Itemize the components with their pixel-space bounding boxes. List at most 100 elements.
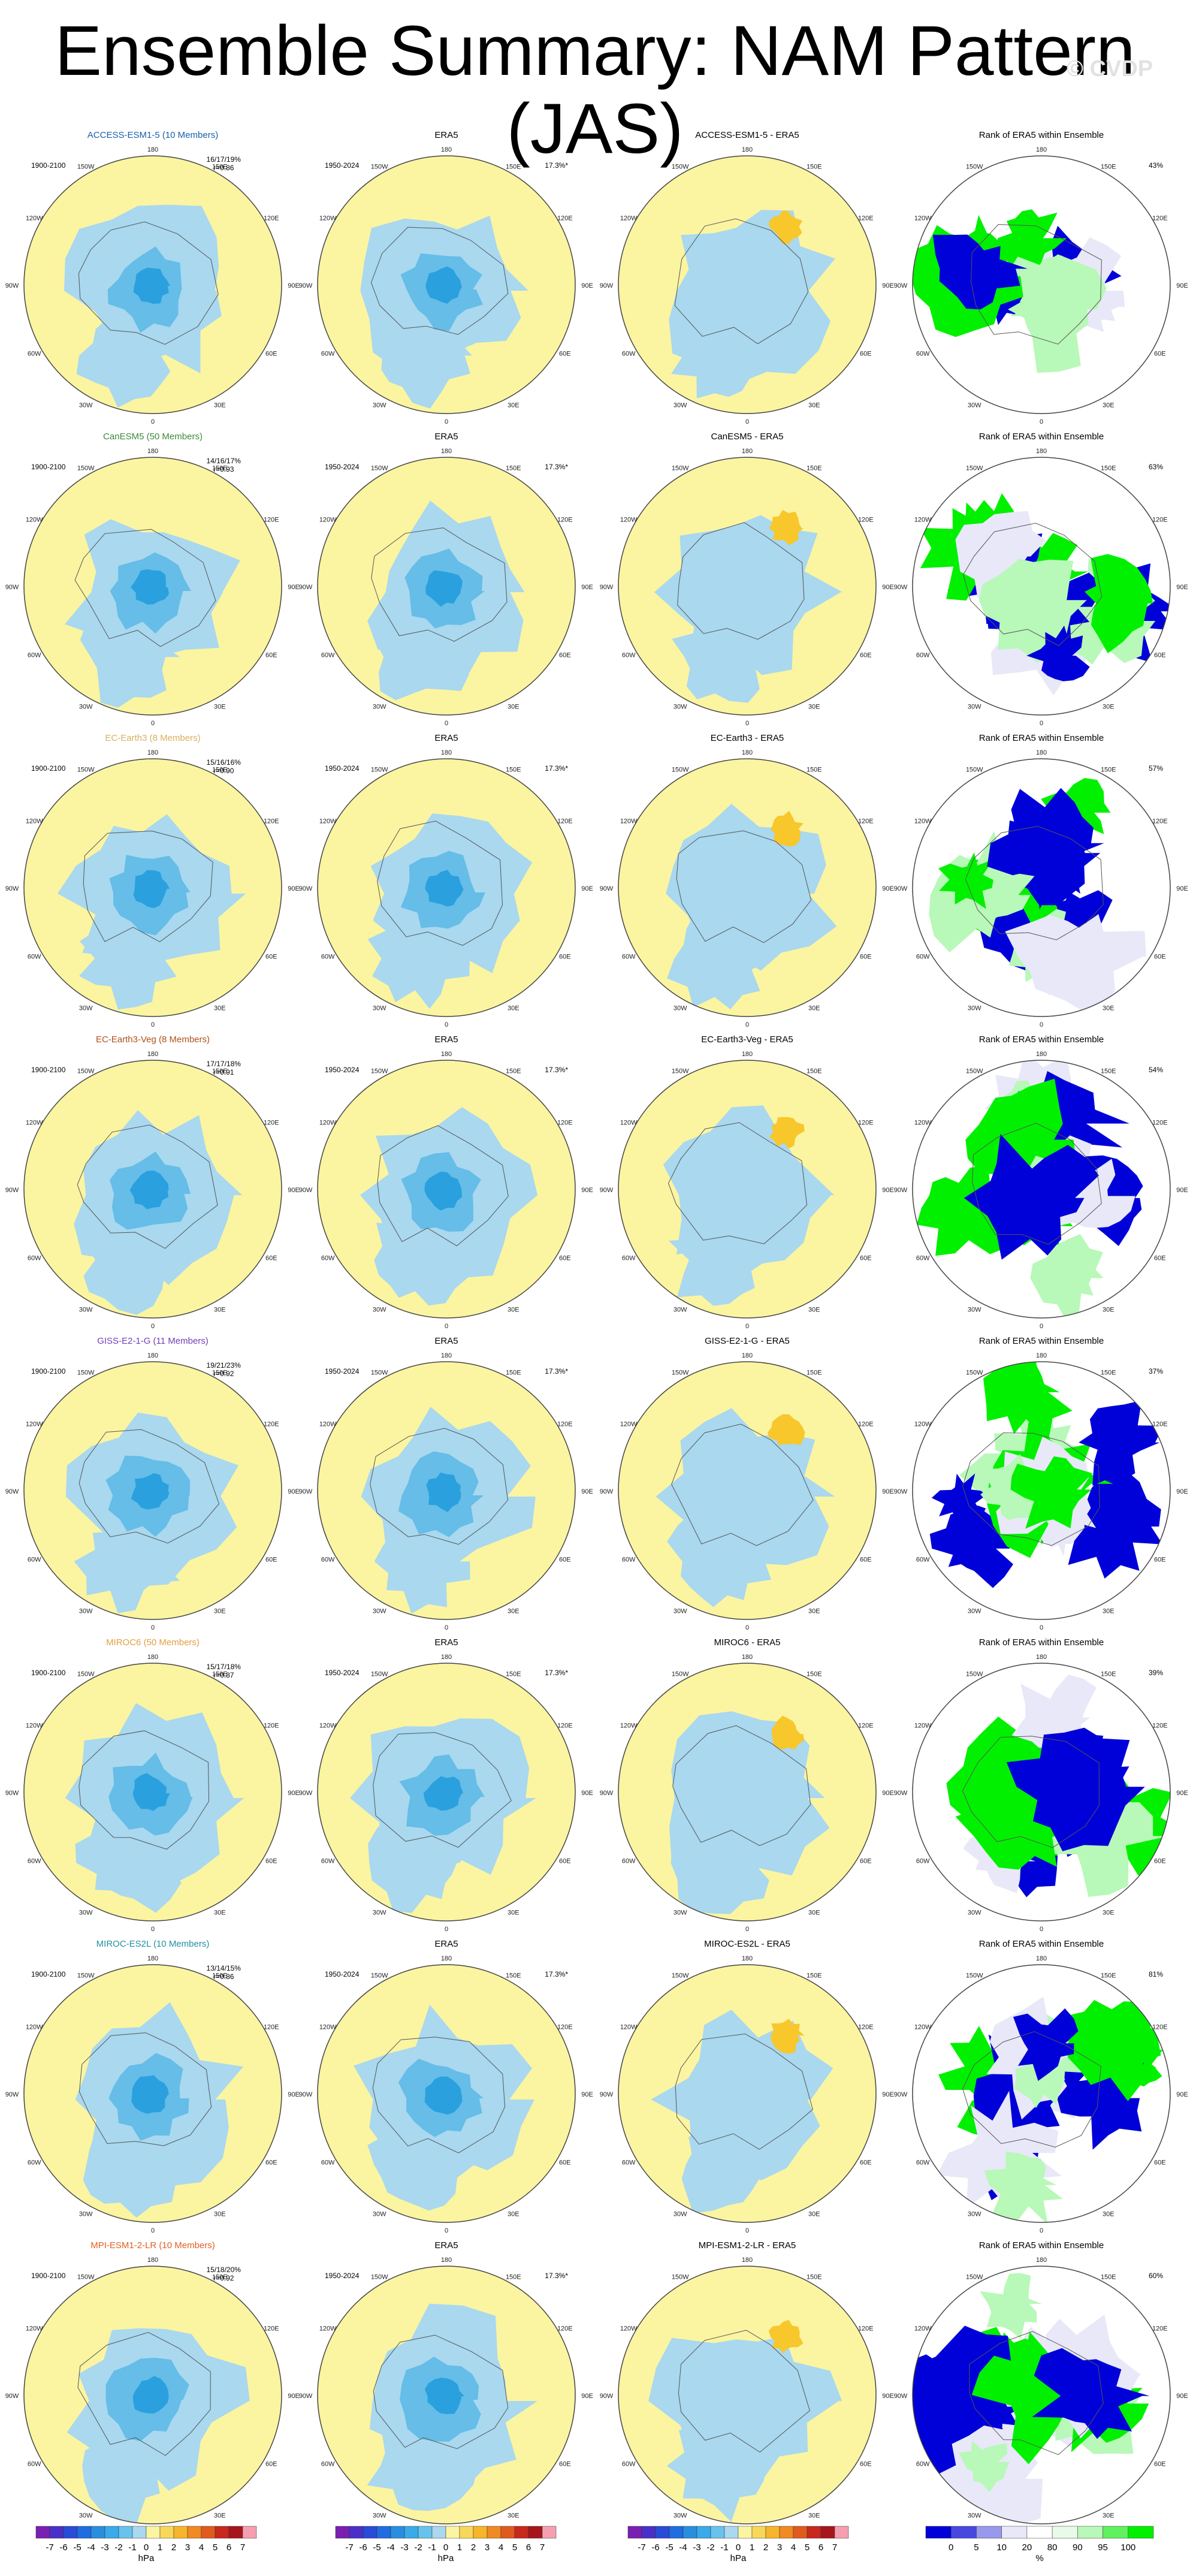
lon-label: 60E bbox=[265, 953, 277, 960]
lon-label: 150W bbox=[672, 1671, 689, 1678]
panel-fill bbox=[913, 1060, 1170, 1318]
era5-title: ERA5 bbox=[434, 1637, 458, 1648]
lon-label: 90E bbox=[1176, 2393, 1188, 2400]
lon-label: 30E bbox=[1103, 2210, 1115, 2218]
lon-label: 120E bbox=[1152, 2024, 1168, 2031]
lon-label: 60W bbox=[916, 651, 930, 659]
lon-label: 150E bbox=[1101, 1068, 1116, 1075]
lon-label: 0 bbox=[445, 1926, 448, 1933]
colorbar-tick: -5 bbox=[73, 2542, 81, 2553]
lon-label: 120W bbox=[319, 1421, 337, 1428]
panel-fill bbox=[24, 1663, 282, 1921]
rank-panel-1: 180 0 90W 90E 150W 150E 120W 120E 60W 60E 30W 30E Ra… bbox=[894, 130, 1188, 426]
colorbar-tick: 5 bbox=[213, 2542, 218, 2553]
lon-label: 60W bbox=[916, 2460, 930, 2468]
lon-label: 60W bbox=[321, 953, 335, 960]
lon-label: 90W bbox=[5, 2393, 19, 2400]
colorbar-swatch bbox=[738, 2526, 753, 2539]
panel-fill bbox=[24, 457, 282, 715]
period-label: 1950-2024 bbox=[325, 2272, 360, 2280]
ensemble-title: EC-Earth3-Veg (8 Members) bbox=[96, 1034, 210, 1045]
coastline bbox=[962, 2031, 1101, 2148]
map-border bbox=[912, 2266, 1171, 2524]
rank-title: Rank of ERA5 within Ensemble bbox=[979, 1336, 1104, 1346]
rank-title: Rank of ERA5 within Ensemble bbox=[979, 733, 1104, 743]
lon-label: 120W bbox=[914, 517, 932, 524]
lon-label: 60E bbox=[559, 651, 571, 659]
panel-fill bbox=[318, 1060, 575, 1318]
period-label: 1950-2024 bbox=[325, 1970, 360, 1978]
era5-panel-5: 180 0 90W 90E 150W 150E 120W 120E 60W 60E 30W 30E ER… bbox=[299, 1336, 593, 1631]
ensemble-title: MPI-ESM1-2-LR (10 Members) bbox=[90, 2240, 215, 2251]
lon-label: 180 bbox=[441, 1955, 452, 1962]
panel-fill bbox=[618, 1965, 876, 2222]
rank-pct-label: 37% bbox=[1149, 1367, 1163, 1376]
map-border bbox=[618, 155, 877, 414]
lon-label: 60E bbox=[1154, 350, 1166, 357]
lon-label: 120W bbox=[26, 517, 43, 524]
pattern-r-label: r=0.92 bbox=[213, 1370, 234, 1378]
map-border bbox=[317, 2266, 576, 2524]
lon-label: 30E bbox=[508, 703, 520, 710]
coastline bbox=[671, 1423, 814, 1546]
coastline bbox=[78, 2032, 212, 2146]
lon-label: 30E bbox=[214, 1005, 226, 1012]
rank-title: Rank of ERA5 within Ensemble bbox=[979, 2240, 1104, 2251]
pattern-r-label: r=0.90 bbox=[213, 767, 234, 775]
lon-label: 60W bbox=[321, 1857, 335, 1865]
lon-label: 90W bbox=[600, 282, 614, 289]
map-border bbox=[618, 2266, 877, 2524]
rank-region bbox=[1010, 1456, 1093, 1529]
lon-label: 150E bbox=[212, 465, 228, 472]
colorbar-tick: 3 bbox=[485, 2542, 490, 2553]
lon-label: 120W bbox=[914, 215, 932, 222]
negative-region bbox=[374, 605, 473, 701]
period-label: 1900-2100 bbox=[31, 1367, 66, 1376]
colorbar-tick: -5 bbox=[373, 2542, 380, 2553]
lon-label: 60E bbox=[1154, 651, 1166, 659]
period-label: 1900-2100 bbox=[31, 161, 66, 170]
coastline bbox=[371, 527, 508, 642]
lon-label: 30W bbox=[79, 402, 93, 409]
lon-label: 90E bbox=[1176, 282, 1188, 289]
lon-label: 180 bbox=[1036, 1654, 1047, 1661]
negative-region bbox=[83, 2109, 178, 2218]
negative-center bbox=[423, 1776, 464, 1811]
coastline bbox=[965, 826, 1104, 940]
colorbar-tick: -7 bbox=[345, 2542, 353, 2553]
period-label: 1900-2100 bbox=[31, 764, 66, 773]
colorbar-swatch bbox=[173, 2526, 188, 2539]
lon-label: 180 bbox=[1036, 749, 1047, 756]
colorbar-swatch bbox=[242, 2526, 257, 2539]
colorbar-tick: 2 bbox=[763, 2542, 768, 2553]
negative-region bbox=[666, 2423, 772, 2522]
panel-fill bbox=[913, 2266, 1170, 2524]
coastline bbox=[83, 830, 213, 942]
negative-region bbox=[83, 1209, 183, 1315]
coastline bbox=[676, 830, 812, 943]
pattern-r-label: r=0.87 bbox=[213, 1671, 234, 1679]
positive-core bbox=[769, 1117, 805, 1149]
lon-label: 120W bbox=[620, 1421, 638, 1428]
watermark: © CVDP bbox=[1067, 56, 1153, 82]
period-label: 1950-2024 bbox=[325, 1066, 360, 1074]
lon-label: 150E bbox=[1101, 767, 1116, 774]
coastline bbox=[78, 1429, 220, 1544]
rank-pct-label: 43% bbox=[1149, 161, 1163, 170]
panel-fill bbox=[913, 1965, 1170, 2222]
rank-region bbox=[937, 2091, 1062, 2209]
coastline bbox=[370, 227, 509, 335]
lon-label: 0 bbox=[445, 1021, 448, 1028]
colorbar-tick: 5 bbox=[974, 2542, 978, 2553]
lon-label: 150W bbox=[672, 164, 689, 171]
lon-label: 60W bbox=[916, 350, 930, 357]
coastline bbox=[78, 1730, 210, 1850]
lon-label: 150W bbox=[672, 1370, 689, 1377]
era5-panel-4: 180 0 90W 90E 150W 150E 120W 120E 60W 60E 30W 30E ER… bbox=[299, 1034, 593, 1330]
map-border bbox=[23, 1361, 282, 1620]
panel-fill bbox=[24, 1362, 282, 1619]
panel-fill bbox=[913, 1362, 1170, 1619]
lon-label: 30W bbox=[968, 402, 981, 409]
negative-center bbox=[129, 1170, 169, 1209]
lon-label: 90E bbox=[1176, 1488, 1188, 1495]
